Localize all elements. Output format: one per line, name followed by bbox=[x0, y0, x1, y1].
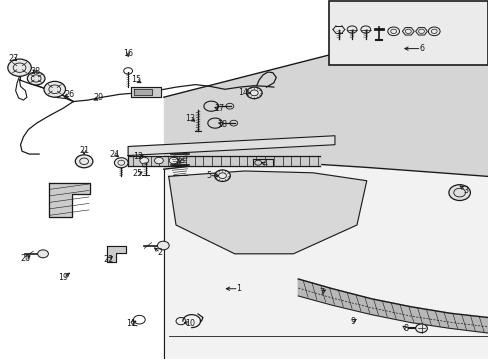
Text: 4: 4 bbox=[262, 159, 267, 168]
Circle shape bbox=[246, 87, 262, 99]
Text: 7: 7 bbox=[319, 288, 324, 297]
Polygon shape bbox=[163, 163, 487, 358]
Text: 26: 26 bbox=[64, 90, 74, 99]
Polygon shape bbox=[298, 279, 487, 333]
Circle shape bbox=[27, 72, 45, 85]
Polygon shape bbox=[163, 14, 487, 358]
Text: 19: 19 bbox=[59, 274, 68, 282]
Polygon shape bbox=[106, 246, 126, 262]
Polygon shape bbox=[131, 87, 161, 97]
Circle shape bbox=[154, 157, 163, 164]
Polygon shape bbox=[128, 156, 320, 166]
Text: 20: 20 bbox=[20, 254, 30, 263]
Polygon shape bbox=[128, 136, 334, 156]
Bar bbox=[328, 1, 487, 65]
Text: 13: 13 bbox=[184, 113, 194, 122]
Text: 25: 25 bbox=[133, 169, 142, 178]
Circle shape bbox=[140, 157, 148, 164]
Text: 23: 23 bbox=[175, 156, 184, 165]
Circle shape bbox=[44, 81, 65, 97]
Text: 3: 3 bbox=[462, 186, 467, 194]
Text: 14: 14 bbox=[238, 88, 248, 97]
Circle shape bbox=[448, 185, 469, 201]
Text: 6: 6 bbox=[418, 44, 423, 53]
Text: 12: 12 bbox=[133, 152, 142, 161]
Text: 27: 27 bbox=[9, 54, 19, 63]
Circle shape bbox=[38, 250, 48, 258]
Text: 2: 2 bbox=[158, 248, 163, 257]
Text: 11: 11 bbox=[126, 319, 136, 328]
Text: 10: 10 bbox=[184, 320, 194, 328]
Text: 24: 24 bbox=[110, 150, 120, 158]
Text: 9: 9 bbox=[350, 317, 355, 325]
Polygon shape bbox=[49, 183, 90, 217]
Circle shape bbox=[415, 324, 427, 333]
Polygon shape bbox=[134, 89, 151, 95]
Polygon shape bbox=[168, 171, 366, 254]
Text: 29: 29 bbox=[94, 94, 103, 102]
Circle shape bbox=[8, 59, 31, 76]
Text: 5: 5 bbox=[206, 171, 211, 180]
Polygon shape bbox=[253, 159, 272, 166]
Circle shape bbox=[114, 158, 128, 168]
Text: 8: 8 bbox=[403, 324, 407, 333]
Circle shape bbox=[157, 241, 169, 250]
Circle shape bbox=[214, 170, 230, 181]
Text: 18: 18 bbox=[217, 120, 227, 129]
Text: 15: 15 bbox=[131, 76, 141, 85]
Text: 21: 21 bbox=[79, 146, 89, 155]
Text: 17: 17 bbox=[214, 104, 224, 113]
Text: 1: 1 bbox=[236, 284, 241, 293]
Circle shape bbox=[75, 155, 93, 168]
Text: 28: 28 bbox=[30, 68, 40, 77]
Text: 16: 16 bbox=[123, 49, 133, 58]
Text: 22: 22 bbox=[103, 256, 113, 264]
Circle shape bbox=[169, 157, 178, 164]
